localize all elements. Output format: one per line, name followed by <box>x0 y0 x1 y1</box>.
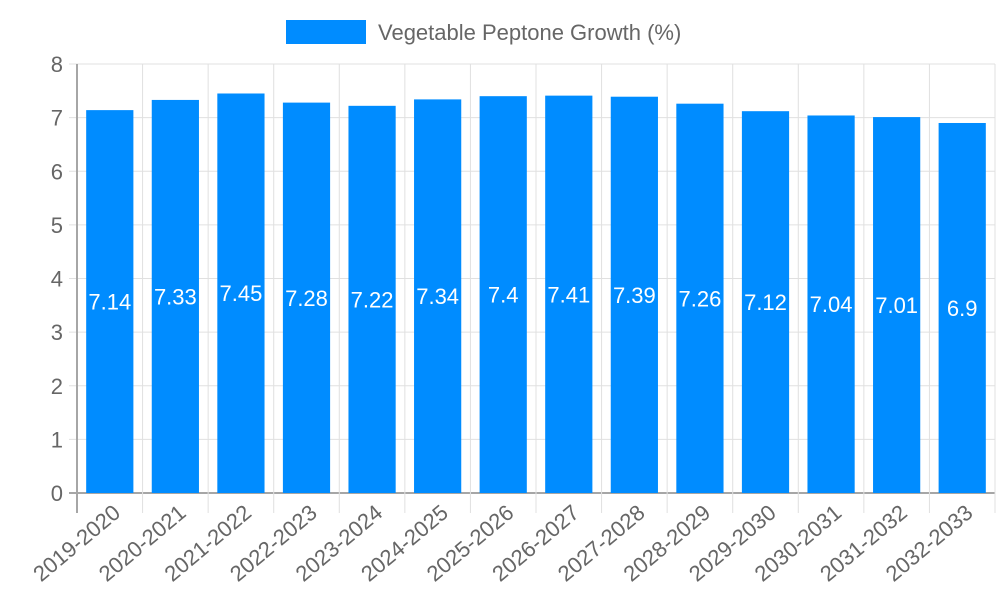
y-axis-tick-labels: 0 1 2 3 4 5 6 7 8 <box>51 52 63 506</box>
bar[interactable] <box>807 115 855 493</box>
bar[interactable] <box>86 110 134 494</box>
legend[interactable]: Vegetable Peptone Growth (%) <box>286 20 681 45</box>
bar[interactable] <box>676 103 724 494</box>
value-label: 6.9 <box>947 296 978 321</box>
legend-label: Vegetable Peptone Growth (%) <box>378 20 681 45</box>
bar[interactable] <box>610 96 658 494</box>
y-tick-label: 6 <box>51 159 63 184</box>
y-tick-label: 0 <box>51 481 63 506</box>
bar[interactable] <box>741 111 790 493</box>
value-labels: 7.14 7.33 7.45 7.28 7.22 7.34 7.4 7.41 7.39 7.26 7… <box>88 281 977 321</box>
bar[interactable] <box>282 102 331 494</box>
bar[interactable] <box>479 96 527 494</box>
bar[interactable] <box>545 95 593 494</box>
legend-swatch <box>286 20 366 44</box>
x-axis-tick-labels: 2019-20202020-20212021-20222022-20232023… <box>28 500 977 587</box>
value-label: 7.12 <box>744 290 787 315</box>
value-label: 7.22 <box>351 287 394 312</box>
value-label: 7.01 <box>875 293 918 318</box>
bars <box>86 93 986 494</box>
bar[interactable] <box>414 99 462 493</box>
y-tick-label: 8 <box>51 52 63 77</box>
value-label: 7.4 <box>488 283 519 308</box>
bar[interactable] <box>938 122 986 494</box>
value-label: 7.41 <box>547 282 590 307</box>
gridlines <box>69 63 996 513</box>
value-label: 7.45 <box>220 281 263 306</box>
bar[interactable] <box>151 99 199 494</box>
value-label: 7.04 <box>810 292 853 317</box>
y-tick-label: 5 <box>51 213 63 238</box>
bar[interactable] <box>348 105 396 493</box>
y-tick-label: 3 <box>51 320 63 345</box>
y-tick-label: 1 <box>51 427 63 452</box>
value-label: 7.14 <box>88 290 131 315</box>
value-label: 7.34 <box>416 284 459 309</box>
bar[interactable] <box>217 93 265 494</box>
value-label: 7.33 <box>154 284 197 309</box>
value-label: 7.28 <box>285 286 328 311</box>
y-tick-label: 7 <box>51 106 63 131</box>
y-tick-label: 2 <box>51 374 63 399</box>
bar[interactable] <box>873 117 921 494</box>
value-label: 7.26 <box>679 286 722 311</box>
y-tick-label: 4 <box>51 267 63 292</box>
value-label: 7.39 <box>613 283 656 308</box>
